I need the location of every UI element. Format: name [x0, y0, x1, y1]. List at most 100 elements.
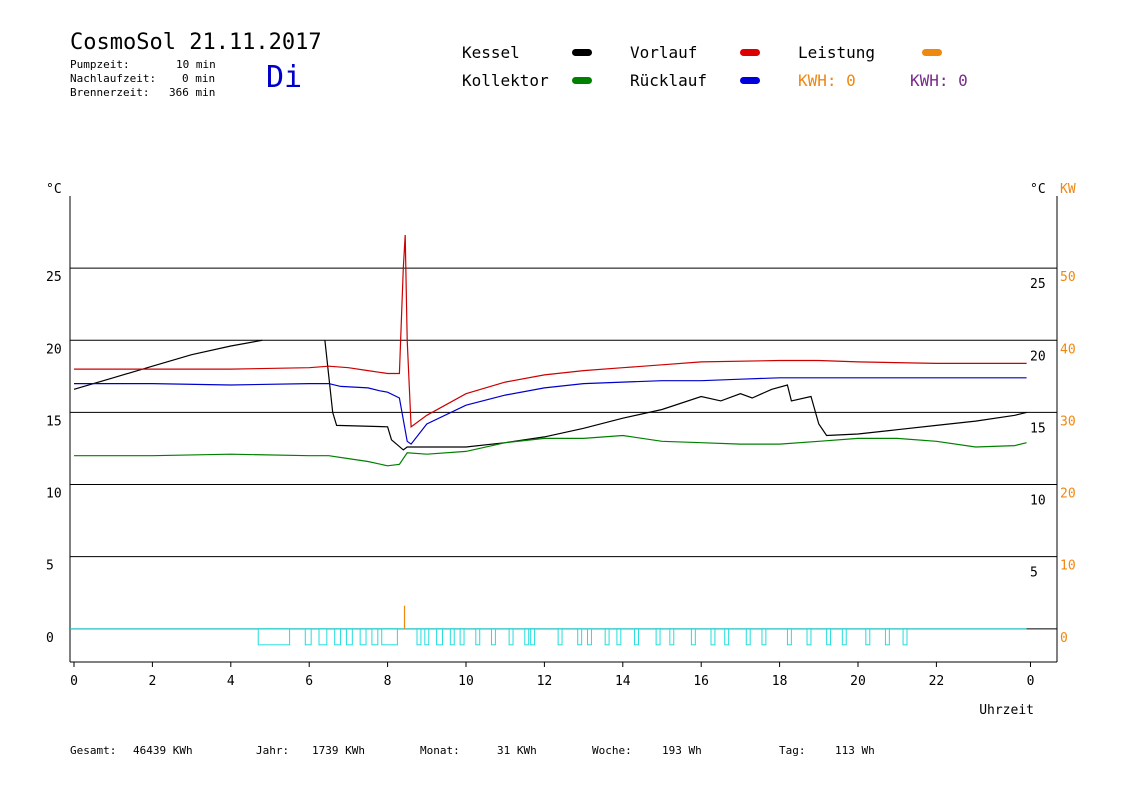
x-tick-label: 4 — [227, 674, 235, 689]
weekday-label: Di — [266, 60, 303, 95]
pump-pulse — [577, 628, 583, 646]
x-tick-label: 16 — [693, 674, 709, 689]
y-tick-kw: 0 — [1060, 631, 1068, 646]
y-tick-left: 5 — [46, 559, 54, 574]
y-tick-right: 25 — [1030, 277, 1046, 292]
legend-kessel-swatch — [572, 49, 592, 56]
pump-pulse — [841, 628, 847, 646]
y-tick-kw: 20 — [1060, 487, 1076, 502]
series-line-kollektor — [74, 434, 1027, 467]
pump-pulse — [416, 628, 422, 646]
jahr-label: Jahr: — [256, 744, 290, 757]
jahr-value: 1739 KWh — [312, 744, 365, 757]
legend-ruecklauf-label: Rücklauf — [630, 71, 708, 90]
nachlauf-label: Nachlaufzeit: — [70, 72, 157, 85]
pump-pulse — [334, 628, 342, 646]
pump-pulse — [587, 628, 592, 646]
tag-value: 113 Wh — [835, 744, 875, 757]
pump-pulse — [884, 628, 890, 646]
x-tick-label: 0 — [1027, 674, 1035, 689]
y-tick-right: 20 — [1030, 349, 1046, 364]
series-line-ruecklauf — [74, 377, 1027, 445]
pump-pulse — [381, 628, 398, 646]
x-tick-label: 22 — [929, 674, 945, 689]
pump-pulse — [786, 628, 792, 646]
pump-pulse — [806, 628, 812, 646]
x-tick-label: 10 — [458, 674, 474, 689]
pump-pulse — [359, 628, 367, 646]
woche-value: 193 Wh — [662, 744, 702, 757]
kwh-orange-label: KWH: 0 — [798, 71, 856, 90]
pump-pulse — [459, 628, 465, 646]
pump-pulse — [655, 628, 661, 646]
x-tick-label: 14 — [615, 674, 631, 689]
x-axis-label: Uhrzeit — [979, 703, 1034, 718]
x-tick-label: 2 — [148, 674, 156, 689]
legend-kollektor-swatch — [572, 77, 592, 84]
legend-leistung-swatch — [922, 49, 942, 56]
pumpzeit-value: 10 min — [176, 58, 216, 71]
y-tick-kw: 10 — [1060, 559, 1076, 574]
pump-pulse — [724, 628, 730, 646]
series-line-vorlauf — [74, 234, 1027, 428]
woche-label: Woche: — [592, 744, 632, 757]
y-tick-left: 0 — [46, 631, 54, 646]
pump-pulse — [436, 628, 443, 646]
legend-ruecklauf-swatch — [740, 77, 760, 84]
y-tick-kw: 40 — [1060, 342, 1076, 357]
y-tick-left: 25 — [46, 270, 62, 285]
x-tick-label: 0 — [70, 674, 78, 689]
series-line-kessel — [73, 339, 1027, 451]
pump-pulse — [530, 628, 536, 646]
pump-pulse — [634, 628, 639, 646]
brenner-value: 366 min — [169, 86, 216, 99]
y-tick-left: 10 — [46, 487, 62, 502]
chart-title: CosmoSol 21.11.2017 — [70, 30, 322, 55]
pump-pulse — [761, 628, 767, 646]
pump-pulse — [865, 628, 871, 646]
pump-pulse — [826, 628, 832, 646]
pump-pulse — [604, 628, 610, 646]
y-tick-left: 15 — [46, 414, 62, 429]
legend-vorlauf-label: Vorlauf — [630, 43, 698, 62]
legend-kessel-label: Kessel — [462, 43, 520, 62]
y-unit-left: °C — [46, 182, 62, 197]
gesamt-label: Gesamt: — [70, 744, 117, 757]
y-tick-right: 15 — [1030, 421, 1046, 436]
y-tick-left: 20 — [46, 342, 62, 357]
pump-pulse — [449, 628, 455, 646]
monat-label: Monat: — [420, 744, 460, 757]
y-tick-kw: 30 — [1060, 414, 1076, 429]
pump-pulse — [345, 628, 353, 646]
pump-pulse — [424, 628, 430, 646]
pump-pulse — [508, 628, 514, 646]
pump-pulse — [710, 628, 716, 646]
nachlauf-value: 0 min — [182, 72, 216, 85]
pump-pulse — [475, 628, 481, 646]
pump-pulse — [616, 628, 622, 646]
pump-pulse — [371, 628, 379, 646]
x-tick-label: 18 — [772, 674, 788, 689]
kwh-purple-label: KWH: 0 — [910, 71, 968, 90]
pump-pulse — [557, 628, 563, 646]
monat-value: 31 KWh — [497, 744, 537, 757]
y-tick-right: 5 — [1030, 566, 1038, 581]
pump-pulse — [669, 628, 675, 646]
x-tick-label: 8 — [384, 674, 392, 689]
pump-pulse — [257, 628, 291, 646]
pump-pulse — [490, 628, 496, 646]
y-unit-kw: KW — [1060, 182, 1076, 197]
legend-kollektor-label: Kollektor — [462, 71, 549, 90]
gesamt-value: 46439 KWh — [133, 744, 193, 757]
pumpzeit-label: Pumpzeit: — [70, 58, 130, 71]
tag-label: Tag: — [779, 744, 806, 757]
pump-pulse — [902, 628, 908, 646]
brenner-label: Brennerzeit: — [70, 86, 150, 99]
pump-pulse — [745, 628, 751, 646]
y-unit-right: °C — [1030, 182, 1046, 197]
x-tick-label: 20 — [850, 674, 866, 689]
legend-vorlauf-swatch — [740, 49, 760, 56]
y-tick-kw: 50 — [1060, 270, 1076, 285]
pump-pulse — [690, 628, 696, 646]
